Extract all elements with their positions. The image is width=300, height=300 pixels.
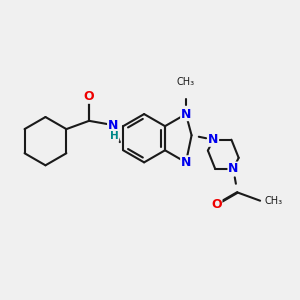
Text: CH₃: CH₃ — [177, 77, 195, 87]
Text: N: N — [181, 108, 191, 121]
Text: N: N — [208, 133, 218, 146]
Text: O: O — [211, 198, 222, 211]
Text: CH₃: CH₃ — [265, 196, 283, 206]
Text: H: H — [110, 131, 119, 141]
Text: O: O — [84, 90, 94, 103]
Text: N: N — [228, 162, 238, 175]
Text: N: N — [108, 118, 118, 131]
Text: N: N — [181, 156, 191, 169]
